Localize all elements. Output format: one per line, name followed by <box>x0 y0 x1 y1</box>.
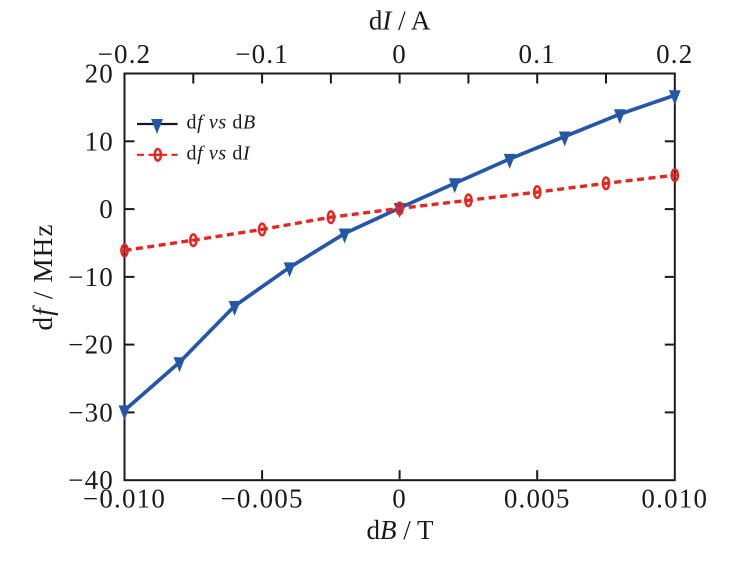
svg-text:0: 0 <box>392 39 407 69</box>
svg-text:−30: −30 <box>68 397 114 427</box>
svg-text:−10: −10 <box>68 262 114 292</box>
svg-text:−0.010: −0.010 <box>83 484 166 514</box>
svg-text:0.2: 0.2 <box>656 39 693 69</box>
svg-text:dB / T: dB / T <box>366 515 434 545</box>
svg-text:0.1: 0.1 <box>519 39 556 69</box>
svg-text:df vs dI: df vs dI <box>187 143 251 165</box>
svg-text:−40: −40 <box>68 465 114 495</box>
svg-text:20: 20 <box>85 59 114 89</box>
svg-text:df vs dB: df vs dB <box>187 112 256 134</box>
svg-text:0.010: 0.010 <box>641 484 708 514</box>
svg-text:0.005: 0.005 <box>504 484 571 514</box>
svg-text:0: 0 <box>99 194 114 224</box>
svg-text:0: 0 <box>392 484 407 514</box>
svg-text:df / MHz: df / MHz <box>28 223 58 330</box>
svg-text:−20: −20 <box>68 330 114 360</box>
svg-text:−0.005: −0.005 <box>221 484 304 514</box>
svg-text:−0.2: −0.2 <box>98 39 152 69</box>
svg-text:−0.1: −0.1 <box>235 39 289 69</box>
svg-text:dI / A: dI / A <box>369 6 431 36</box>
svg-text:10: 10 <box>85 126 114 156</box>
